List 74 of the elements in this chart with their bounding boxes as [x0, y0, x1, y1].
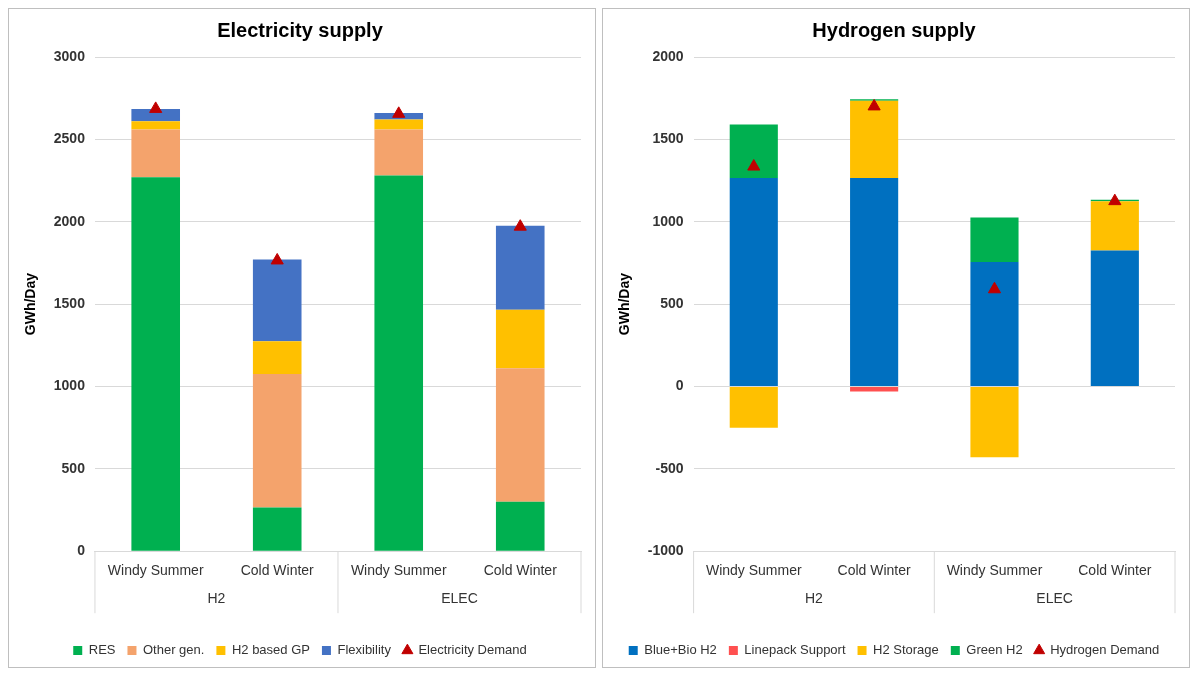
- legend-label: H2 based GP: [231, 642, 310, 658]
- y-tick-label: 0: [77, 542, 86, 559]
- bar: [495, 501, 545, 551]
- bar: [131, 129, 180, 178]
- x-tick-label: Cold Winter: [837, 562, 912, 579]
- y-tick-label: -1000: [647, 542, 684, 559]
- point: [1108, 193, 1122, 206]
- bar: [252, 374, 302, 508]
- x-tick-label: Cold Winter: [1078, 562, 1152, 579]
- bar: [374, 175, 424, 551]
- x-tick-label: Cold Winter: [240, 562, 315, 579]
- bar: [850, 178, 899, 386]
- x-tick-label: Windy Summer: [350, 562, 447, 579]
- bar: [970, 386, 1019, 458]
- legend-label: Green H2: [966, 642, 1023, 658]
- bar: [970, 262, 1019, 386]
- x-tick-label: Cold Winter: [483, 562, 558, 579]
- bar: [495, 225, 545, 310]
- bar: [131, 177, 180, 551]
- y-tick-label: 2500: [53, 130, 86, 147]
- y-tick-label: 2000: [53, 212, 86, 229]
- chart-title: Electricity supply: [217, 18, 384, 41]
- bar: [970, 217, 1019, 263]
- legend-label: RES: [88, 642, 116, 658]
- y-tick-label: 1000: [53, 377, 86, 394]
- text: ELEC: [441, 590, 478, 607]
- text: H2: [207, 590, 226, 607]
- legend-label: Linepack Support: [744, 642, 846, 658]
- legend-label: Blue+Bio H2: [644, 642, 717, 658]
- legend-label: Hydrogen Demand: [1050, 642, 1160, 658]
- bar: [1090, 201, 1139, 251]
- chart-title: Hydrogen supply: [812, 18, 977, 41]
- y-tick-label: 3000: [53, 47, 86, 64]
- text: ELEC: [1036, 590, 1073, 607]
- y-tick-label: -500: [655, 459, 684, 476]
- bar: [374, 119, 424, 130]
- y-tick-label: 500: [61, 459, 86, 476]
- bar: [495, 309, 545, 369]
- y-axis-title: GWh/Day: [22, 272, 39, 336]
- bar: [850, 386, 899, 392]
- bar: [252, 259, 302, 342]
- x-tick-label: Windy Summer: [946, 562, 1043, 579]
- legend-label: Other gen.: [142, 642, 205, 658]
- point: [270, 252, 284, 265]
- y-tick-label: 0: [675, 377, 684, 394]
- bar: [252, 507, 302, 551]
- y-tick-label: 500: [660, 294, 684, 311]
- bar: [729, 386, 778, 428]
- point: [747, 159, 761, 171]
- bar: [729, 178, 778, 386]
- text: H2: [805, 590, 824, 607]
- bar: [252, 341, 302, 375]
- point: [987, 281, 1002, 294]
- bar: [495, 368, 545, 502]
- point: [392, 106, 406, 118]
- x-tick-label: Windy Summer: [705, 562, 802, 579]
- y-axis-title: GWh/Day: [616, 272, 633, 336]
- legend-label: Electricity Demand: [418, 642, 527, 658]
- legend-label: H2 Storage: [873, 642, 939, 658]
- y-tick-label: 1500: [53, 294, 86, 311]
- point: [513, 219, 527, 231]
- y-tick-label: 1000: [652, 212, 684, 229]
- bar: [729, 124, 778, 179]
- bar: [374, 129, 424, 176]
- y-tick-label: 2000: [652, 47, 684, 64]
- bar: [131, 121, 180, 130]
- x-tick-label: Windy Summer: [107, 562, 204, 579]
- bar: [850, 100, 899, 179]
- point: [867, 98, 881, 111]
- y-tick-label: 1500: [652, 130, 684, 147]
- point: [149, 101, 163, 113]
- legend-label: Flexibility: [337, 642, 392, 658]
- bar: [1090, 250, 1139, 386]
- bar: [131, 108, 180, 122]
